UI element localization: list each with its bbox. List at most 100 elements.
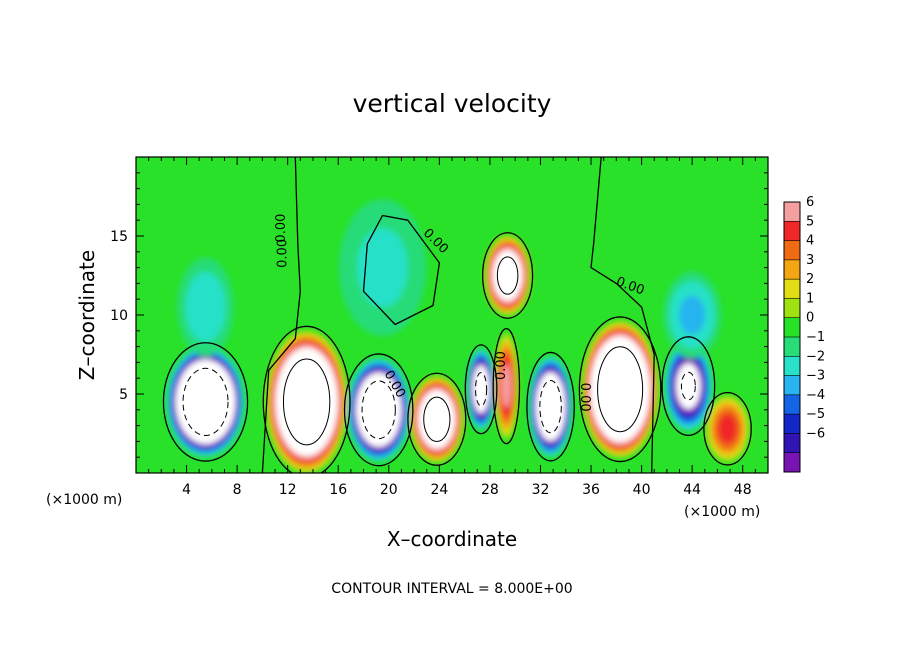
- colorbar-swatch: [784, 298, 800, 319]
- colorbar-tick-label: −4: [806, 388, 825, 403]
- colorbar-tick-label: 6: [806, 195, 814, 210]
- contour-label: 0.00: [494, 351, 509, 380]
- zero-contour: [703, 391, 752, 466]
- cell-updraft-1: [265, 330, 348, 473]
- contour-label: 0.00: [274, 214, 289, 243]
- zero-contour: [578, 316, 662, 463]
- cell-band: [357, 228, 408, 308]
- x-tick-label: 36: [582, 482, 600, 498]
- colorbar-tick-label: −5: [806, 407, 825, 422]
- colorbar-swatch: [784, 337, 800, 357]
- colorbar-swatch: [784, 433, 800, 454]
- colorbar-tick-label: 2: [806, 272, 814, 287]
- colorbar-swatch: [784, 221, 800, 242]
- x-axis-title: X–coordinate: [387, 527, 517, 551]
- x-unit-left: (×1000 m): [46, 492, 122, 508]
- cell-updraft-3: [409, 376, 465, 463]
- x-tick-label: 48: [734, 482, 752, 498]
- cell-downdraft-7: [528, 355, 573, 458]
- x-tick-label: 16: [329, 482, 347, 498]
- colorbar-swatch: [784, 394, 800, 415]
- cell-updraft-8: [581, 320, 659, 458]
- contour-label: 0.00: [275, 239, 290, 268]
- cell-downdraft-2: [346, 357, 411, 463]
- colorbar-tick-label: 4: [806, 234, 814, 249]
- x-axis-ticks: 4 8 12 16 20 24 28 32 36 40 44 48: [148, 157, 756, 498]
- cell-updraft-6: [494, 332, 519, 440]
- zero-contour-upper-0: [261, 157, 301, 473]
- x-tick-label: 28: [481, 482, 499, 498]
- colorbar-tick-label: −2: [806, 349, 825, 364]
- zero-contour: [407, 372, 467, 466]
- x-tick-label: 12: [279, 482, 297, 498]
- x-tick-label: 20: [380, 482, 398, 498]
- zero-contour-upper-2: [590, 157, 655, 473]
- cell-downdraft-9: [663, 340, 713, 433]
- cell-band: [679, 295, 706, 335]
- colorbar-swatch: [784, 240, 800, 261]
- zero-contour: [262, 325, 351, 473]
- colorbar-tick-label: −1: [806, 330, 825, 345]
- cell-band: [355, 372, 402, 448]
- positive-contour: [423, 396, 451, 442]
- cell-band: [275, 347, 338, 456]
- cell-band: [418, 390, 456, 449]
- cell-downdraft-0: [165, 346, 246, 458]
- cell-band: [185, 272, 226, 343]
- zero-contour: [343, 353, 414, 467]
- x-tick-label: 44: [683, 482, 701, 498]
- negative-contour: [539, 380, 562, 434]
- zero-contour-lines: [162, 157, 752, 473]
- negative-contour: [680, 371, 696, 401]
- cell-downdraft-13: [663, 271, 722, 359]
- x-tick-label: 24: [430, 482, 448, 498]
- zero-contour: [526, 351, 575, 462]
- positive-contour: [282, 358, 331, 446]
- x-unit-right: (×1000 m): [684, 504, 760, 520]
- colorbar-swatch: [784, 202, 800, 222]
- negative-contour: [361, 380, 396, 440]
- x-tick-label: 40: [633, 482, 651, 498]
- zero-contour-upper-1: [362, 214, 441, 326]
- colorbar-tick-label: 5: [806, 214, 814, 229]
- positive-contour: [496, 256, 519, 295]
- colorbar-tick-label: 1: [806, 291, 814, 306]
- field-cells: [165, 199, 750, 473]
- colorbar-swatch: [784, 317, 800, 338]
- zero-contour: [661, 336, 716, 437]
- colorbar: 6 5 4 3 2 1 0 −1 −2 −3 −4 −5 −6: [783, 195, 825, 473]
- x-tick-label: 32: [532, 482, 550, 498]
- cell-downdraft-4: [466, 347, 496, 431]
- cell-downdraft-11: [177, 257, 234, 357]
- zero-contour: [464, 344, 498, 435]
- velocity-field: [136, 157, 768, 473]
- colorbar-tick-label: −6: [806, 426, 825, 441]
- cell-updraft-10: [705, 395, 750, 462]
- colorbar-swatch: [784, 259, 800, 280]
- colorbar-tick-label: 3: [806, 253, 814, 268]
- contour-label: 0.00: [577, 383, 592, 412]
- colorbar-swatch: [784, 452, 800, 473]
- cell-band: [501, 364, 512, 408]
- colorbar-swatch: [784, 279, 800, 299]
- y-axis-ticks: 5 10 15: [110, 172, 768, 458]
- cell-band: [590, 336, 650, 443]
- colorbar-swatch: [784, 414, 800, 434]
- colorbar-tick-label: −3: [806, 369, 825, 384]
- zero-contour: [481, 232, 534, 319]
- colorbar-swatch: [784, 375, 800, 396]
- x-tick-label: 4: [182, 482, 191, 498]
- cell-band: [535, 372, 566, 442]
- positive-contour: [597, 346, 644, 433]
- contour-interval-note: CONTOUR INTERVAL = 8.000E+00: [331, 581, 572, 597]
- negative-contour: [182, 367, 229, 436]
- cell-band: [676, 363, 701, 410]
- x-tick-label: 8: [233, 482, 242, 498]
- chart-title: vertical velocity: [353, 89, 552, 118]
- y-tick-label: 5: [119, 387, 128, 403]
- y-tick-label: 15: [110, 229, 128, 245]
- cell-updraft-5: [484, 235, 532, 316]
- cell-band: [717, 413, 738, 444]
